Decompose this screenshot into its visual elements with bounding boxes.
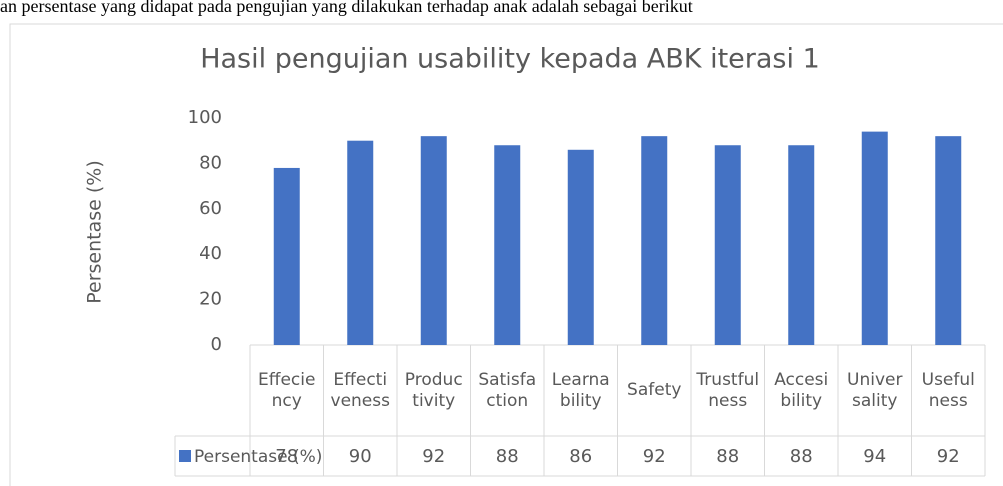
table-value: 78	[275, 446, 298, 467]
bar	[273, 167, 300, 345]
x-tick-label: Effectiveness	[330, 369, 390, 411]
table-value: 86	[569, 446, 592, 467]
x-tick-label: Universality	[847, 369, 903, 411]
y-axis-label: Persentase (%)	[84, 160, 106, 304]
legend-label: Persentase (%)	[194, 447, 322, 467]
bar	[935, 136, 962, 345]
x-category-cell: Trustfulness	[696, 369, 760, 411]
chart-title: Hasil pengujian usability kepada ABK ite…	[200, 44, 820, 75]
bar	[347, 140, 374, 345]
y-tick-label: 100	[188, 107, 222, 128]
table-value: 94	[863, 446, 886, 467]
x-category-cell: Usefulness	[921, 369, 975, 411]
x-tick-label: Satisfaction	[478, 369, 537, 411]
legend-swatch	[179, 450, 191, 462]
x-category-cell: Safety	[627, 380, 682, 400]
x-category-cell: Productivity	[404, 369, 463, 411]
bar	[420, 136, 447, 345]
table-value: 92	[937, 446, 960, 467]
bar	[494, 145, 521, 345]
x-category-cell: Accesibility	[774, 369, 829, 411]
table-value: 88	[790, 446, 813, 467]
table-value: 92	[422, 446, 445, 467]
table-value: 90	[349, 446, 372, 467]
table-value: 88	[716, 446, 739, 467]
x-tick-label: Accesibility	[774, 369, 829, 411]
y-tick-label: 60	[199, 198, 222, 219]
context-text: an persentase yang didapat pada pengujia…	[0, 0, 693, 16]
x-tick-label: Learnability	[551, 369, 610, 411]
y-tick-label: 0	[211, 334, 222, 355]
x-category-cell: Learnability	[551, 369, 610, 411]
y-tick-label: 40	[199, 243, 222, 264]
y-tick-label: 80	[199, 152, 222, 173]
x-category-cell: Effeciency	[258, 369, 316, 411]
x-tick-label: Productivity	[404, 369, 463, 411]
bar	[567, 149, 594, 345]
bar	[641, 136, 668, 345]
x-tick-label: Effeciency	[258, 369, 316, 411]
bar	[861, 131, 888, 345]
y-tick-label: 20	[199, 289, 222, 310]
table-value: 92	[643, 446, 666, 467]
x-tick-label: Trustfulness	[696, 369, 760, 411]
x-category-cell: Effectiveness	[330, 369, 390, 411]
table-value: 88	[496, 446, 519, 467]
x-tick-label: Safety	[627, 380, 682, 400]
bar	[788, 145, 815, 345]
bar	[714, 145, 741, 345]
x-category-cell: Universality	[847, 369, 903, 411]
x-category-cell: Satisfaction	[478, 369, 537, 411]
x-tick-label: Usefulness	[921, 369, 975, 411]
